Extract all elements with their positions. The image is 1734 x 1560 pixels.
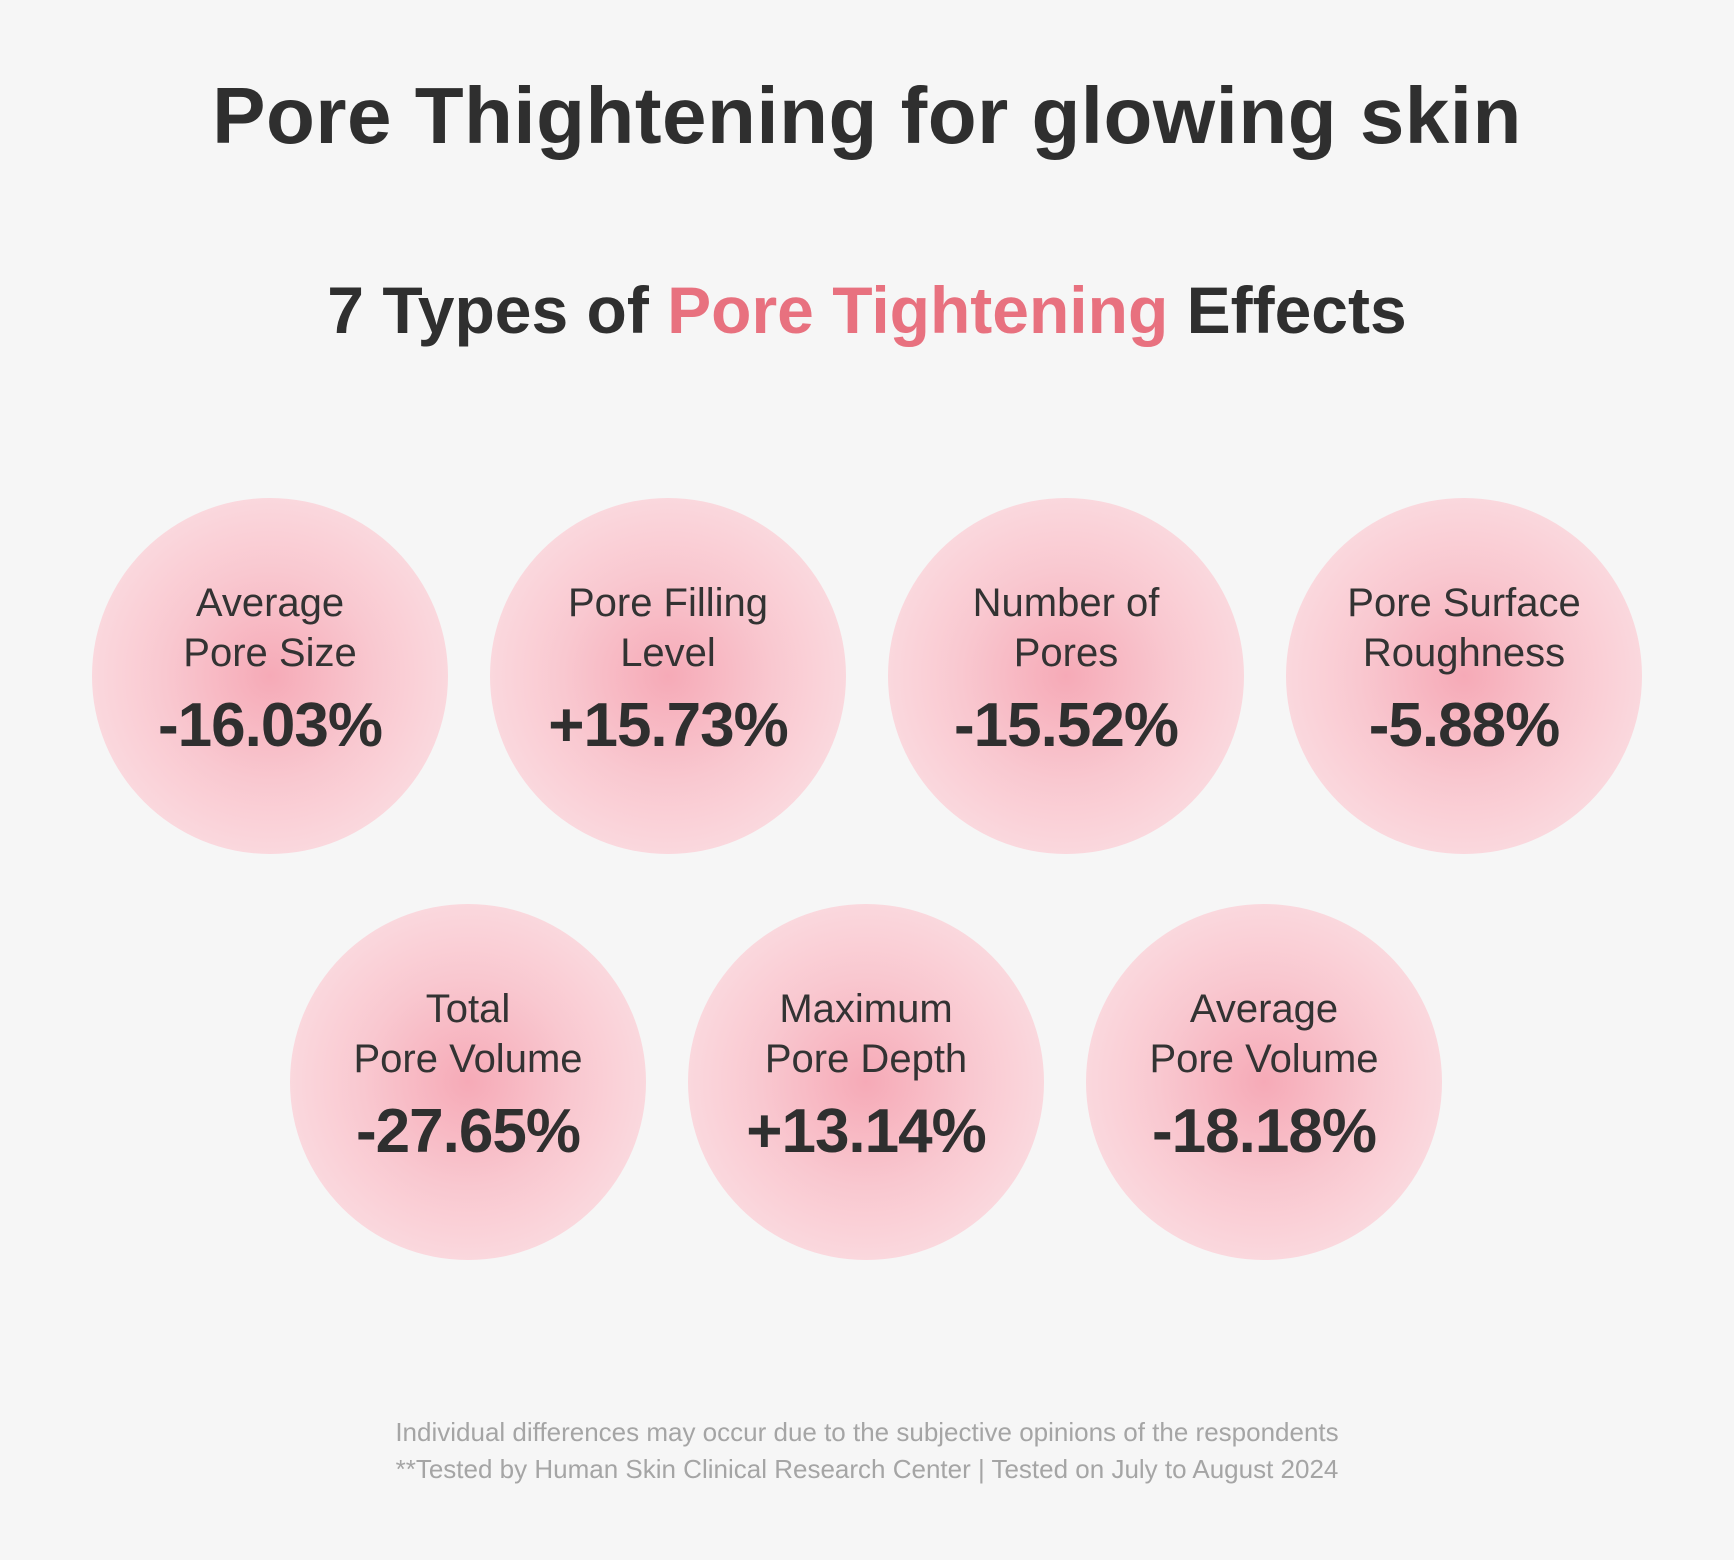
effect-label: Average Pore Volume: [1086, 984, 1442, 1084]
effect-label: Average Pore Size: [92, 578, 448, 678]
effect-label-line1: Average: [195, 581, 345, 625]
effect-label: Maximum Pore Depth: [688, 984, 1044, 1084]
footnote-disclaimer: Individual differences may occur due to …: [395, 1417, 1339, 1447]
footnote-test-info: **Tested by Human Skin Clinical Research…: [395, 1454, 1339, 1484]
effect-label-line2: Pore Volume: [1149, 1037, 1379, 1081]
effect-label-line1: Average: [1189, 987, 1339, 1031]
effect-circle-average-pore-volume: Average Pore Volume -18.18%: [1086, 904, 1442, 1260]
effect-label-line2: Pores: [1013, 631, 1119, 675]
effect-label: Number of Pores: [888, 578, 1244, 678]
effect-label-line1: Total: [425, 987, 511, 1031]
effect-value: +15.73%: [548, 691, 789, 760]
effect-value: -5.88%: [1368, 691, 1560, 760]
effect-circle-pore-surface-roughness: Pore Surface Roughness -5.88%: [1286, 498, 1642, 854]
effect-label-line2: Level: [620, 631, 716, 675]
subtitle-prefix: 7 Types of: [327, 273, 668, 347]
effect-label-line1: Pore Surface: [1347, 581, 1581, 625]
subtitle: 7 Types of Pore Tightening Effects: [0, 272, 1734, 348]
page-title: Pore Thightening for glowing skin: [212, 71, 1522, 160]
effect-circle-pore-filling-level: Pore Filling Level +15.73%: [490, 498, 846, 854]
effect-value: +13.14%: [746, 1097, 987, 1166]
subtitle-suffix: Effects: [1168, 273, 1407, 347]
effect-circle-number-of-pores: Number of Pores -15.52%: [888, 498, 1244, 854]
effect-label-line2: Roughness: [1362, 631, 1566, 675]
effect-label-line1: Maximum: [779, 987, 953, 1031]
effect-label: Pore Surface Roughness: [1286, 578, 1642, 678]
effect-label-line2: Pore Depth: [764, 1037, 968, 1081]
effect-value: -16.03%: [158, 691, 383, 760]
subtitle-highlight: Pore Tightening: [667, 273, 1169, 347]
effect-label-line2: Pore Volume: [353, 1037, 583, 1081]
effect-circle-total-pore-volume: Total Pore Volume -27.65%: [290, 904, 646, 1260]
effect-label-line1: Pore Filling: [567, 581, 769, 625]
effect-circle-maximum-pore-depth: Maximum Pore Depth +13.14%: [688, 904, 1044, 1260]
effect-label-line1: Number of: [972, 581, 1160, 625]
effect-value: -18.18%: [1152, 1097, 1377, 1166]
footnote: Individual differences may occur due to …: [0, 1414, 1734, 1488]
effect-value: -15.52%: [954, 691, 1179, 760]
effect-value: -27.65%: [356, 1097, 581, 1166]
effect-label-line2: Pore Size: [183, 631, 357, 675]
effect-label: Total Pore Volume: [290, 984, 646, 1084]
effect-circle-average-pore-size: Average Pore Size -16.03%: [92, 498, 448, 854]
effect-label: Pore Filling Level: [490, 578, 846, 678]
